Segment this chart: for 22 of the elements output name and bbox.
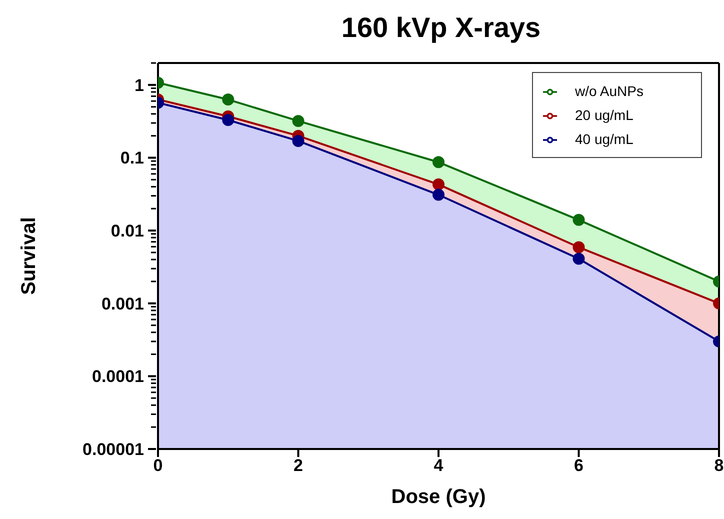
y-tick-label: 0.00001 — [82, 440, 144, 459]
y-tick-label: 1 — [134, 76, 144, 95]
point — [432, 178, 444, 190]
y-axis-title: Survival — [18, 217, 40, 295]
x-tick-label: 2 — [294, 456, 303, 476]
x-tick-label: 4 — [434, 456, 444, 476]
point — [432, 188, 444, 201]
point — [432, 156, 444, 168]
legend-label: w/o AuNPs — [575, 83, 644, 99]
x-tick-label: 6 — [574, 456, 584, 476]
y-tick-label: 0.1 — [120, 148, 144, 168]
x-axis-title: Dose (Gy) — [391, 486, 486, 508]
legend-label: 40 ug/mL — [575, 131, 634, 147]
point — [292, 114, 304, 127]
y-tick-label: 0.001 — [101, 294, 144, 314]
y-tick-label: 0.01 — [110, 222, 144, 240]
x-tick-label: 8 — [714, 456, 724, 476]
y-tick-label: 0.0001 — [92, 367, 144, 386]
chart-title: 160 kVp X-rays — [340, 11, 542, 45]
x-tick-label: 0 — [153, 456, 163, 476]
point — [292, 134, 304, 147]
legend-label: 20 ug/mL — [575, 107, 634, 123]
